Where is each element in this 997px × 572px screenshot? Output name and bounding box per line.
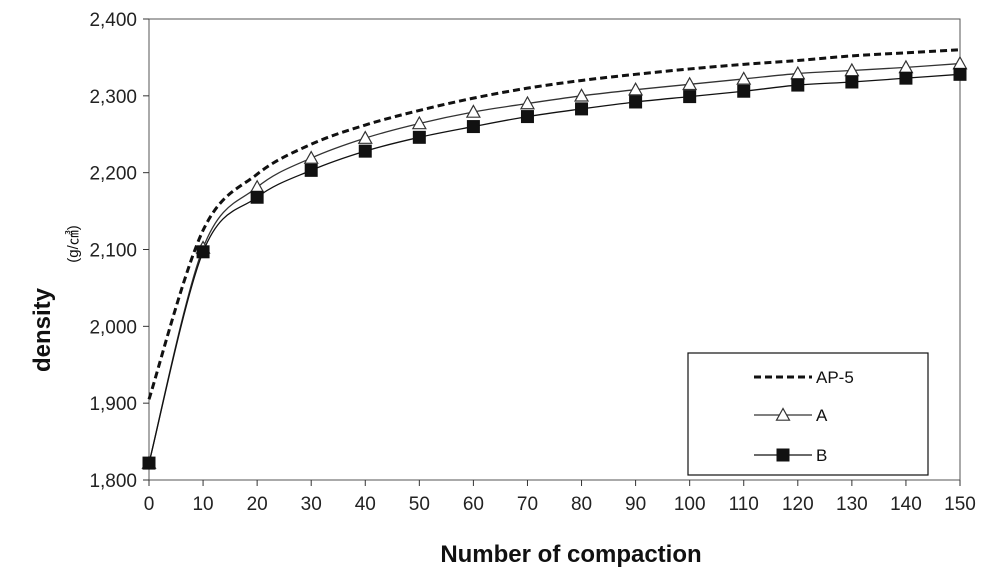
data-point (412, 130, 426, 144)
data-point (574, 88, 590, 102)
y-tick-label: 2,400 (89, 10, 137, 31)
x-tick-label: 150 (944, 494, 976, 515)
x-tick-label: 90 (625, 494, 646, 515)
y-tick-label: 2,100 (89, 241, 137, 262)
y-tick-label: 1,800 (89, 471, 137, 492)
legend: AP-5 A B (687, 352, 929, 476)
y-axis-title: density (29, 287, 56, 372)
data-point (899, 71, 913, 85)
x-tick-label: 70 (517, 494, 538, 515)
data-point (358, 144, 372, 158)
x-tick-label: 100 (674, 494, 706, 515)
data-point (575, 102, 589, 116)
data-point (629, 95, 643, 109)
x-tick-label: 0 (144, 494, 155, 515)
data-point (519, 95, 535, 110)
x-tick-label: 60 (463, 494, 484, 515)
data-point (737, 84, 751, 98)
legend-label: AP-5 (816, 368, 854, 387)
legend-marker (776, 448, 790, 462)
data-point (411, 115, 427, 130)
y-tick-label: 1,900 (89, 394, 137, 415)
x-tick-label: 140 (890, 494, 922, 515)
legend-box (687, 352, 929, 476)
data-point (304, 163, 318, 177)
x-tick-label: 30 (301, 494, 322, 515)
x-tick-label: 10 (192, 494, 213, 515)
legend-marker (775, 407, 791, 421)
series-line (147, 48, 961, 400)
series-ap-5 (147, 48, 961, 400)
data-point (682, 76, 698, 91)
y-axis-unit: (g/㎤) (65, 225, 82, 263)
legend-label: B (816, 446, 827, 465)
data-point (683, 90, 697, 104)
legend-label: A (816, 406, 828, 425)
data-point (303, 150, 319, 164)
y-axis-title-group: density (29, 287, 56, 372)
data-point (953, 67, 967, 81)
data-point (142, 456, 156, 470)
data-point (465, 104, 481, 118)
data-point (357, 130, 373, 144)
axes: 1,800 1,900 2,000 2,100 2,200 2,300 2,400 0 10 20… (89, 10, 975, 515)
data-point (845, 75, 859, 89)
data-point (520, 110, 534, 124)
x-tick-label: 130 (836, 494, 868, 515)
series-b (142, 67, 967, 470)
x-tick-label: 120 (782, 494, 814, 515)
data-point (250, 190, 264, 204)
data-point (466, 120, 480, 134)
x-tick-label: 80 (571, 494, 592, 515)
y-tick-label: 2,300 (89, 87, 137, 108)
y-tick-label: 2,000 (89, 317, 137, 338)
x-axis-title: Number of compaction (440, 541, 701, 568)
x-tick-label: 40 (355, 494, 376, 515)
y-axis-unit-group: (g/㎤) (65, 225, 82, 263)
x-tick-label: 110 (729, 494, 759, 515)
data-point (628, 81, 644, 96)
x-tick-label: 50 (409, 494, 430, 515)
data-point (736, 71, 752, 85)
x-tick-label: 20 (247, 494, 268, 515)
data-point (196, 245, 210, 259)
y-tick-label: 2,200 (89, 164, 137, 185)
series-group (141, 48, 968, 470)
data-point (791, 78, 805, 92)
